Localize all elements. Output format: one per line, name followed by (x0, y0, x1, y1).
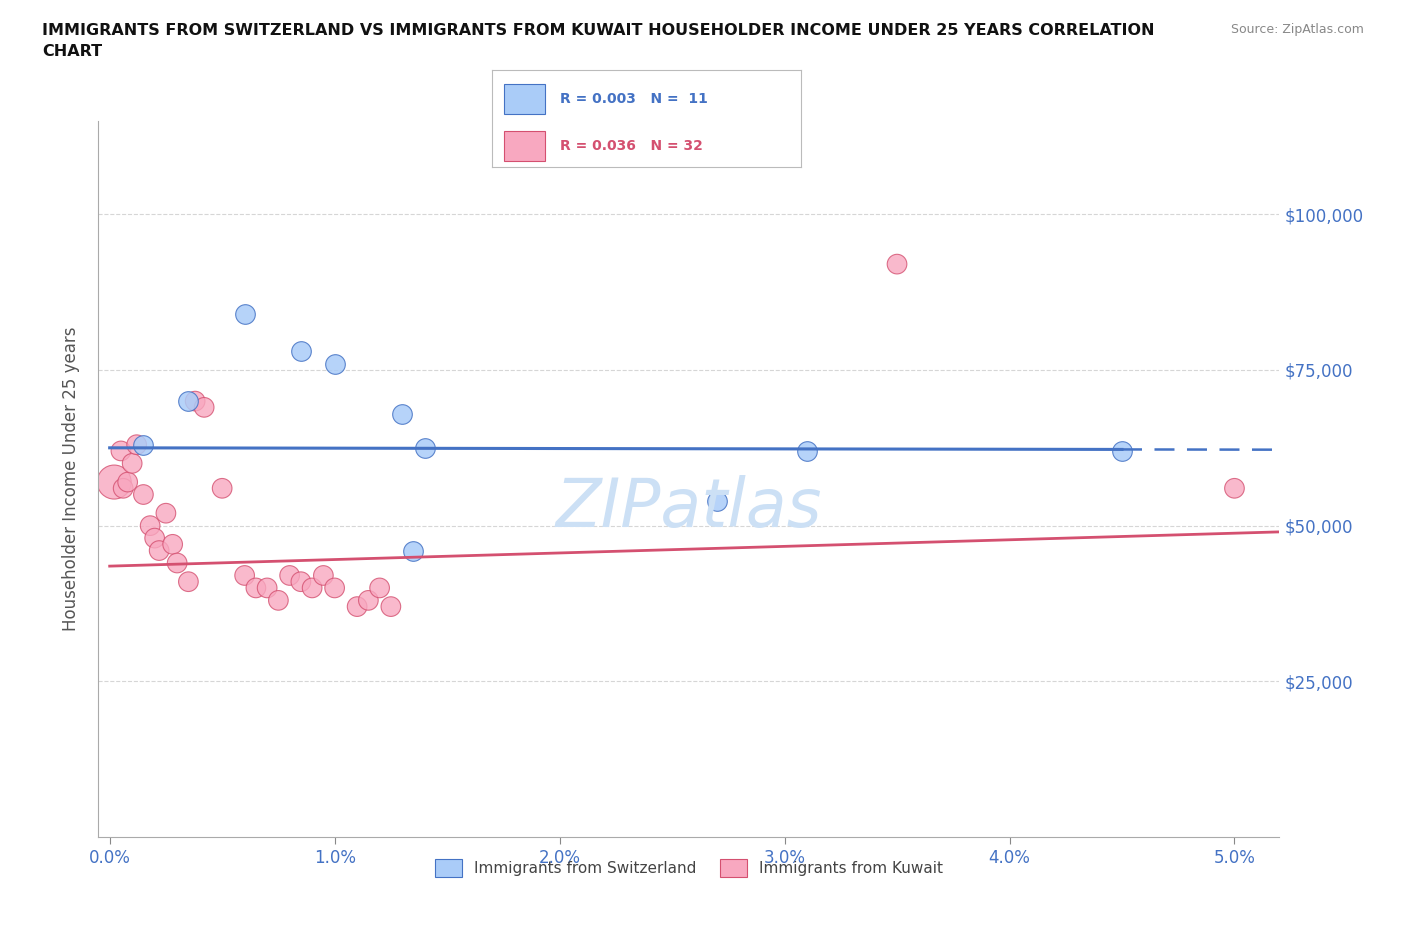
Point (706, 493, 728, 508)
Point (177, 574, 200, 589)
Point (121, 456, 143, 471)
Point (162, 537, 184, 551)
Point (1223, 481, 1246, 496)
Y-axis label: Householder Income Under 25 years: Householder Income Under 25 years (62, 326, 80, 631)
Text: IMMIGRANTS FROM SWITZERLAND VS IMMIGRANTS FROM KUWAIT HOUSEHOLDER INCOME UNDER 2: IMMIGRANTS FROM SWITZERLAND VS IMMIGRANT… (42, 23, 1154, 60)
Point (368, 580, 391, 595)
Point (290, 574, 312, 589)
Text: R = 0.036   N = 32: R = 0.036 N = 32 (560, 139, 703, 153)
Point (132, 487, 155, 502)
Point (267, 593, 290, 608)
Legend: Immigrants from Switzerland, Immigrants from Kuwait: Immigrants from Switzerland, Immigrants … (429, 853, 949, 884)
Point (211, 481, 233, 496)
Point (110, 444, 132, 458)
Point (166, 555, 188, 570)
Point (323, 356, 346, 371)
Point (413, 441, 436, 456)
Point (380, 599, 402, 614)
Point (886, 257, 908, 272)
Point (117, 474, 139, 489)
Point (233, 568, 256, 583)
Point (245, 580, 267, 595)
Text: ZIPatlas: ZIPatlas (555, 474, 823, 540)
Point (301, 580, 323, 595)
Point (323, 580, 346, 595)
FancyBboxPatch shape (505, 131, 544, 161)
Text: Source: ZipAtlas.com: Source: ZipAtlas.com (1230, 23, 1364, 36)
Point (193, 400, 215, 415)
Point (233, 307, 256, 322)
Point (346, 599, 368, 614)
Point (278, 568, 301, 583)
Point (112, 481, 135, 496)
Point (177, 393, 200, 408)
Point (312, 568, 335, 583)
Point (256, 580, 278, 595)
Point (139, 518, 162, 533)
Text: R = 0.003   N =  11: R = 0.003 N = 11 (560, 92, 709, 106)
Point (143, 531, 166, 546)
Point (402, 543, 425, 558)
Point (132, 437, 155, 452)
Point (290, 344, 312, 359)
Point (155, 506, 177, 521)
Point (184, 393, 207, 408)
Point (1111, 444, 1133, 458)
FancyBboxPatch shape (505, 85, 544, 113)
Point (125, 437, 148, 452)
Point (148, 543, 170, 558)
Point (391, 406, 413, 421)
Point (103, 474, 125, 489)
Point (796, 444, 818, 458)
Point (357, 593, 380, 608)
